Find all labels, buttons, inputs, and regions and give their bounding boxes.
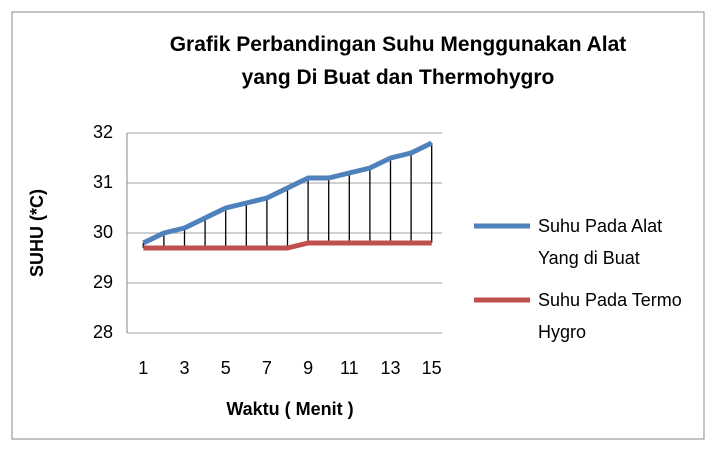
x-tick-label: 5 xyxy=(221,358,231,378)
chart-title: Grafik Perbandingan Suhu Menggunakan Ala… xyxy=(169,33,627,89)
y-tick-label: 31 xyxy=(93,172,113,192)
y-tick-label: 32 xyxy=(93,122,113,142)
x-tick-label: 13 xyxy=(380,358,400,378)
legend-label: Suhu Pada Termo Hygro xyxy=(538,290,682,342)
y-tick-label: 28 xyxy=(93,322,113,342)
x-axis-label: Waktu ( Menit ) xyxy=(226,399,353,419)
series-line xyxy=(142,140,433,246)
y-axis-label: SUHU (*C) xyxy=(27,189,47,277)
y-tick-label: 29 xyxy=(93,272,113,292)
x-tick-label: 7 xyxy=(262,358,272,378)
x-tick-label: 1 xyxy=(138,358,148,378)
legend-label: Suhu Pada Alat Yang di Buat xyxy=(538,216,663,268)
y-tick-label: 30 xyxy=(93,222,113,242)
x-tick-label: 9 xyxy=(303,358,313,378)
x-tick-label: 3 xyxy=(179,358,189,378)
series-line xyxy=(143,240,432,251)
x-tick-label: 15 xyxy=(422,358,442,378)
x-tick-label: 11 xyxy=(340,358,359,378)
